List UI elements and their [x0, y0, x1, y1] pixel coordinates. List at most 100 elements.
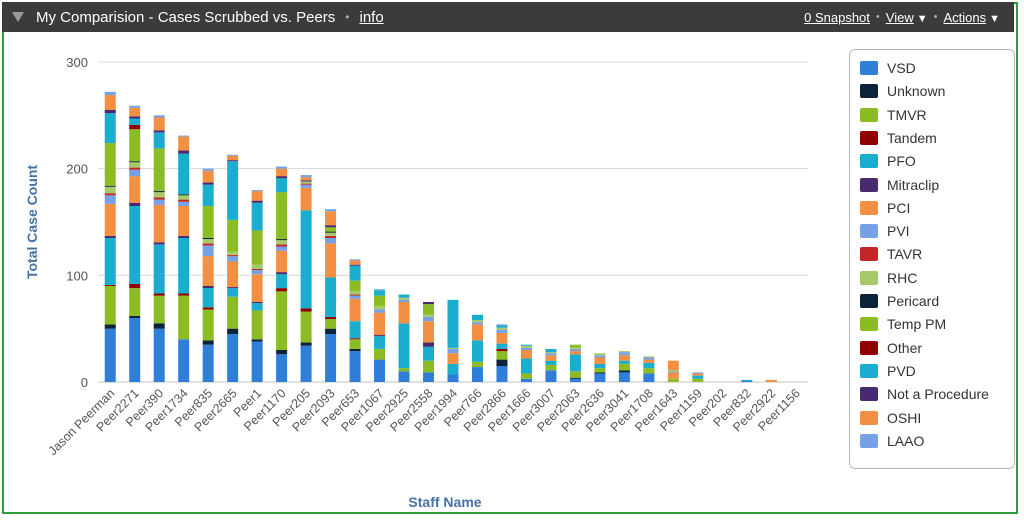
legend-item[interactable]: Unknown: [860, 81, 945, 101]
bar-segment: [471, 340, 483, 362]
y-tick-label: 0: [81, 375, 88, 390]
bar-segment: [496, 329, 508, 333]
bar-segment: [251, 302, 263, 304]
legend-item[interactable]: RHC: [860, 268, 917, 288]
bar-segment: [349, 298, 361, 322]
bar-segment: [227, 154, 239, 156]
info-link[interactable]: info: [359, 8, 384, 26]
bar-segment: [153, 242, 165, 245]
bar-segment: [202, 307, 214, 310]
bar-segment: [594, 353, 606, 356]
bar-segment: [129, 315, 141, 318]
bar-segment: [276, 291, 288, 350]
bar-segment: [178, 153, 190, 195]
bar-segment: [643, 357, 655, 360]
legend-item[interactable]: TMVR: [860, 105, 927, 125]
legend-item[interactable]: Not a Procedure: [860, 384, 989, 404]
bar-segment: [374, 335, 386, 337]
bar-segment: [471, 361, 483, 368]
actions-menu[interactable]: Actions ▼: [943, 10, 1000, 25]
bar-segment: [202, 170, 214, 183]
bar-segment: [325, 316, 337, 320]
bar-segment: [349, 259, 361, 261]
bar-segment: [643, 356, 655, 358]
bar-segment: [349, 265, 361, 281]
bar-segment: [104, 203, 116, 236]
bar-segment: [325, 232, 337, 236]
bar-segment: [104, 284, 116, 286]
bar-segment: [325, 238, 337, 244]
legend-swatch: [860, 107, 878, 122]
legend-label: Unknown: [887, 83, 946, 100]
bar-segment: [178, 150, 190, 154]
legend-item[interactable]: PFO: [860, 151, 916, 171]
bar-segment: [569, 344, 581, 348]
legend-item[interactable]: Tandem: [860, 128, 937, 148]
legend-item[interactable]: TAVR: [860, 244, 922, 264]
bar-segment: [104, 185, 116, 187]
legend-swatch: [860, 317, 878, 332]
bar-segment: [643, 373, 655, 382]
bar-segment: [569, 377, 581, 379]
bar-segment: [545, 360, 557, 365]
bar-segment: [276, 178, 288, 193]
collapse-toggle-icon[interactable]: [12, 11, 24, 23]
bar-segment: [178, 293, 190, 296]
bar-segment: [423, 302, 435, 305]
legend-item[interactable]: VSD: [860, 58, 916, 78]
bar-segment: [153, 293, 165, 296]
view-menu[interactable]: View ▼: [886, 10, 928, 25]
bar-segment: [202, 340, 214, 345]
bar-segment: [153, 328, 165, 382]
bar-segment: [423, 316, 435, 322]
bar-segment: [765, 379, 777, 382]
bar-segment: [129, 288, 141, 316]
bar-segment: [618, 360, 630, 364]
legend-item[interactable]: Mitraclip: [860, 175, 939, 195]
bar-segment: [741, 380, 753, 382]
legend-item[interactable]: PVD: [860, 361, 916, 381]
bar-segment: [643, 368, 655, 374]
bar-segment: [129, 161, 141, 163]
legend-item[interactable]: Pericard: [860, 291, 939, 311]
bar-segment: [153, 132, 165, 149]
bar-segment: [618, 363, 630, 371]
view-caret-icon: ▼: [916, 12, 928, 25]
bar-segment: [129, 129, 141, 162]
bar-segment: [129, 206, 141, 284]
bar-segment: [300, 342, 312, 346]
legend-item[interactable]: LAAO: [860, 431, 924, 451]
legend-swatch: [860, 387, 878, 402]
legend-item[interactable]: PVI: [860, 221, 910, 241]
bar-segment: [618, 352, 630, 356]
bar-segment: [569, 378, 581, 382]
bar-segment: [202, 288, 214, 308]
bar-segment: [104, 195, 116, 204]
bar-segment: [692, 375, 704, 379]
legend-swatch: [860, 270, 878, 285]
header-actions: 0 Snapshot • View ▼ • Actions ▼: [804, 2, 1000, 32]
bar-segment: [594, 363, 606, 369]
y-tick-label: 100: [66, 268, 88, 283]
bar-segment: [520, 344, 532, 346]
bar-segment: [667, 360, 679, 371]
bar-segment: [227, 256, 239, 262]
bar-segment: [423, 342, 435, 347]
bar-segment: [496, 332, 508, 344]
legend-item[interactable]: Other: [860, 338, 922, 358]
legend-item[interactable]: PCI: [860, 198, 910, 218]
bar-segment: [202, 239, 214, 244]
bar-segment: [545, 364, 557, 371]
bar-segment: [643, 359, 655, 363]
widget-header: My Comparision - Cases Scrubbed vs. Peer…: [2, 2, 1014, 32]
bar-segment: [202, 168, 214, 171]
bar-segment: [398, 323, 410, 369]
bar-segment: [398, 302, 410, 324]
bar-segment: [398, 297, 410, 300]
bar-segment: [520, 378, 532, 382]
legend-item[interactable]: OSHI: [860, 408, 921, 428]
snapshot-link[interactable]: 0 Snapshot: [804, 9, 870, 25]
legend-item[interactable]: Temp PM: [860, 314, 946, 334]
bar-segment: [447, 299, 459, 348]
bar-segment: [496, 343, 508, 349]
